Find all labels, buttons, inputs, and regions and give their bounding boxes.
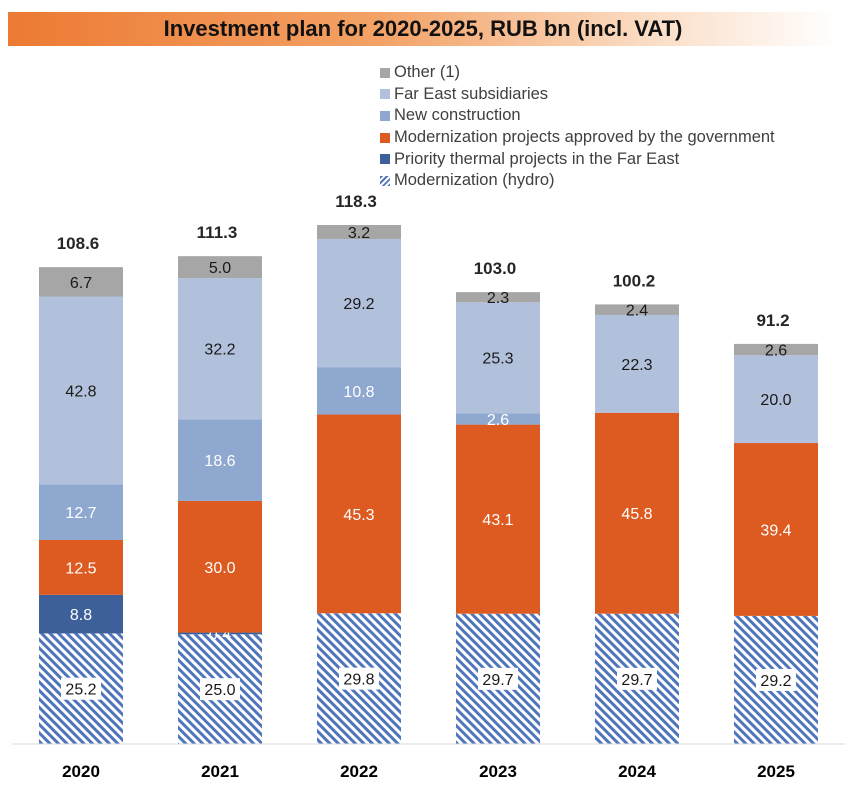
legend-item-modernization-hydro: Modernization (hydro) [380,170,775,192]
data-label-modernization-hydro-2021: 25.0 [204,682,235,699]
bar-segment-new-construction-2023 [456,413,540,425]
chart-title: Investment plan for 2020-2025, RUB bn (i… [163,16,683,41]
total-label-2021: 111.3 [197,223,238,242]
data-label-other-1-2024: 2.4 [626,303,648,320]
data-label-modernization-hydro-2022: 29.8 [343,672,374,689]
bar-segment-modernization-projects-approved-by-the-government-2021 [178,500,262,633]
legend-label-new-construction: New construction [394,106,521,125]
x-tick-label-2020: 2020 [62,762,100,781]
x-tick-label-2022: 2022 [340,762,378,781]
x-tick-label-2021: 2021 [201,762,239,781]
legend-label-modernization-government: Modernization projects approved by the g… [394,128,775,147]
bar-segment-other-1-2025 [734,343,818,356]
data-label-modernization-hydro-2023: 29.7 [482,672,513,689]
bar-segment-far-east-subsidiaries-2025 [734,355,818,444]
bar-segment-far-east-subsidiaries-2024 [595,314,679,413]
total-label-2023: 103.0 [474,259,517,278]
legend-swatch-modernization-government [380,132,390,143]
data-label-box-2021 [200,678,240,701]
total-label-2025: 91.2 [756,311,789,330]
data-label-box-2023 [478,667,518,690]
data-label-modernization-hydro-2024: 29.7 [621,672,652,689]
data-label-box-2020 [61,677,101,700]
data-label-modernization-projects-approved-by-the-government-2024: 45.8 [621,506,652,523]
data-label-new-construction-2023: 2.6 [487,412,509,429]
data-label-modernization-projects-approved-by-the-government-2021: 30.0 [204,560,235,577]
data-label-other-1-2021: 5.0 [209,260,231,277]
legend-item-priority-thermal: Priority thermal projects in the Far Eas… [380,148,775,170]
legend-item-other: Other (1) [380,62,775,84]
bar-segment-modernization-projects-approved-by-the-government-2025 [734,443,818,616]
legend-label-modernization-hydro: Modernization (hydro) [394,171,555,190]
bar-segment-other-1-2023 [456,292,540,303]
bar-segment-far-east-subsidiaries-2023 [456,302,540,414]
x-tick-label-2025: 2025 [757,762,795,781]
legend-label-priority-thermal: Priority thermal projects in the Far Eas… [394,149,680,168]
data-label-modernization-projects-approved-by-the-government-2023: 43.1 [482,512,513,529]
legend: Other (1) Far East subsidiaries New cons… [380,62,775,192]
data-label-new-construction-2021: 18.6 [204,453,235,470]
bar-segment-new-construction-2020 [39,484,123,540]
data-label-box-2025 [756,668,796,691]
bar-segment-modernization-projects-approved-by-the-government-2023 [456,424,540,614]
data-label-box-2022 [339,667,379,690]
bar-segment-modernization-projects-approved-by-the-government-2020 [39,540,123,595]
data-label-new-construction-2020: 12.7 [65,505,96,522]
data-label-modernization-projects-approved-by-the-government-2022: 45.3 [343,507,374,524]
data-label-modernization-projects-approved-by-the-government-2025: 39.4 [760,522,791,539]
legend-swatch-far-east-subsidiaries [380,89,390,100]
legend-swatch-priority-thermal [380,154,390,165]
data-label-other-1-2023: 2.3 [487,290,509,307]
legend-item-far-east-subsidiaries: Far East subsidiaries [380,84,775,106]
bar-segment-new-construction-2021 [178,419,262,501]
bar-segment-far-east-subsidiaries-2022 [317,239,401,368]
data-label-priority-thermal-projects-in-the-far-east-2020: 8.8 [70,607,92,624]
bar-segment-new-construction-2022 [317,367,401,415]
bar-segment-other-1-2024 [595,304,679,315]
data-label-far-east-subsidiaries-2021: 32.2 [204,342,235,359]
bar-segment-other-1-2021 [178,256,262,279]
data-label-other-1-2020: 6.7 [70,275,92,292]
data-label-new-construction-2022: 10.8 [343,384,374,401]
title-bar: Investment plan for 2020-2025, RUB bn (i… [8,12,838,46]
bar-segment-other-1-2022 [317,225,401,240]
legend-label-other: Other (1) [394,63,461,82]
bar-segment-other-1-2020 [39,267,123,297]
data-label-far-east-subsidiaries-2023: 25.3 [482,351,513,368]
bar-segment-modernization-projects-approved-by-the-government-2022 [317,414,401,614]
bar-segment-priority-thermal-projects-in-the-far-east-2021 [178,632,262,635]
bar-segment-far-east-subsidiaries-2021 [178,278,262,420]
data-label-modernization-hydro-2020: 25.2 [65,682,96,699]
data-label-far-east-subsidiaries-2025: 20.0 [760,392,791,409]
bar-segment-far-east-subsidiaries-2020 [39,296,123,485]
data-label-far-east-subsidiaries-2024: 22.3 [621,357,652,374]
data-label-modernization-hydro-2025: 29.2 [760,673,791,690]
bar-segment-priority-thermal-projects-in-the-far-east-2020 [39,594,123,634]
bar-segment-modernization-projects-approved-by-the-government-2024 [595,412,679,614]
data-label-box-2024 [617,667,657,690]
total-label-2022: 118.3 [335,192,377,211]
data-label-far-east-subsidiaries-2020: 42.8 [65,383,96,400]
data-label-modernization-projects-approved-by-the-government-2020: 12.5 [65,560,96,577]
legend-label-far-east-subsidiaries: Far East subsidiaries [394,84,549,103]
x-tick-label-2023: 2023 [479,762,517,781]
legend-item-new-construction: New construction [380,105,775,127]
data-label-far-east-subsidiaries-2022: 29.2 [343,296,374,313]
legend-swatch-modernization-hydro [380,175,390,186]
data-label-other-1-2025: 2.6 [765,343,787,360]
x-tick-label-2024: 2024 [618,762,656,781]
total-label-2020: 108.6 [57,234,100,253]
legend-swatch-other [380,67,390,78]
data-label-other-1-2022: 3.2 [348,225,370,242]
legend-item-modernization-government: Modernization projects approved by the g… [380,127,775,149]
total-label-2024: 100.2 [613,271,656,290]
legend-swatch-new-construction [380,110,390,121]
